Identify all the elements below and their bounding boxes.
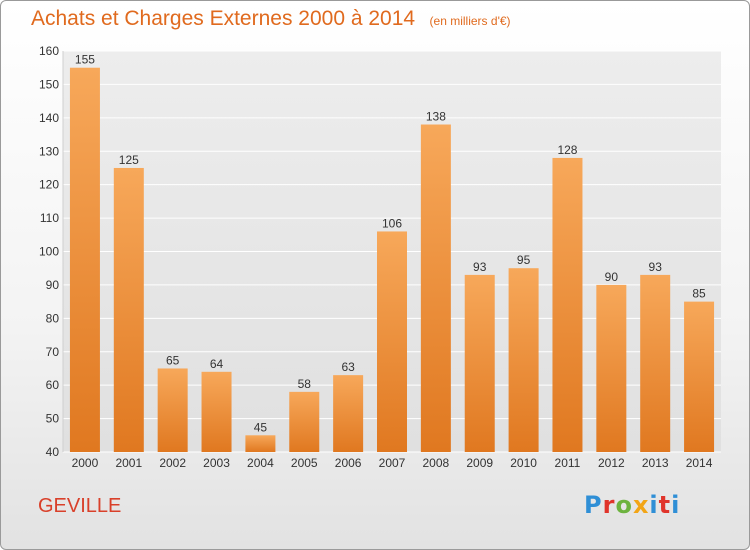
y-tick-label: 70 (46, 345, 60, 359)
x-tick-label: 2007 (379, 456, 406, 470)
x-tick-label: 2004 (247, 456, 274, 470)
chart-title: Achats et Charges Externes 2000 à 2014 (31, 7, 416, 30)
value-label: 45 (254, 420, 268, 434)
bar (289, 391, 320, 452)
y-tick-label: 50 (46, 412, 60, 426)
x-tick-label: 2002 (159, 456, 186, 470)
logo-letter: o (615, 491, 633, 519)
y-tick-label: 160 (39, 44, 59, 58)
bar (157, 368, 188, 452)
value-label: 90 (605, 270, 619, 284)
bar (552, 157, 583, 452)
bar (508, 268, 539, 452)
x-tick-label: 2001 (115, 456, 142, 470)
bar (201, 371, 232, 452)
bar (377, 231, 407, 452)
x-tick-label: 2009 (466, 456, 493, 470)
x-tick-label: 2003 (203, 456, 230, 470)
value-label: 125 (119, 153, 139, 167)
bar (596, 284, 627, 452)
y-tick-label: 150 (39, 77, 59, 91)
logo-letter: i (671, 491, 681, 519)
y-tick-label: 40 (46, 445, 60, 459)
value-label: 106 (382, 216, 402, 230)
value-label: 63 (341, 360, 355, 374)
x-tick-label: 2008 (423, 456, 450, 470)
bar (640, 274, 671, 452)
logo-letter: r (602, 491, 616, 519)
x-tick-label: 2014 (686, 456, 713, 470)
value-labels: 155 125 65 64 45 58 63 106 138 93 95 128 90 93 85 (75, 53, 706, 435)
value-label: 128 (557, 143, 577, 157)
bar (333, 375, 364, 452)
x-tick-label: 2012 (598, 456, 625, 470)
value-label: 155 (75, 53, 95, 67)
value-label: 138 (426, 110, 446, 124)
bar (420, 124, 451, 453)
y-tick-label: 100 (39, 245, 59, 259)
y-axis-labels: 40 50 60 70 80 90 100 110 120 130 140 150 160 (39, 44, 59, 459)
logo-letter: P (584, 491, 603, 519)
logo-letter: x (632, 491, 650, 519)
y-tick-label: 90 (46, 278, 60, 292)
chart-subtitle: (en milliers d'€) (429, 14, 511, 28)
y-tick-label: 120 (39, 178, 59, 192)
y-tick-label: 80 (46, 311, 60, 325)
x-tick-label: 2010 (510, 456, 537, 470)
x-tick-label: 2011 (555, 456, 581, 470)
x-tick-label: 2013 (642, 456, 669, 470)
title-line: Achats et Charges Externes 2000 à 2014 (… (31, 7, 511, 31)
value-label: 93 (649, 260, 663, 274)
bars (69, 67, 715, 453)
y-tick-label: 140 (39, 111, 59, 125)
y-tick-label: 60 (46, 378, 60, 392)
proxiti-logo: Proxiti (584, 491, 680, 519)
bar (464, 274, 495, 452)
y-tick-label: 110 (40, 211, 59, 225)
bar (245, 435, 276, 452)
bar (113, 167, 144, 453)
x-tick-label: 2005 (291, 456, 318, 470)
y-tick-label: 130 (39, 144, 59, 158)
value-label: 95 (517, 253, 531, 267)
value-label: 85 (692, 287, 706, 301)
bar (69, 67, 100, 452)
value-label: 58 (298, 377, 312, 391)
value-label: 93 (473, 260, 487, 274)
x-tick-label: 2000 (72, 456, 99, 470)
bar (684, 301, 715, 452)
logo-letter: i (649, 491, 659, 519)
place-label: GEVILLE (38, 495, 122, 517)
logo-letter: t (658, 491, 672, 519)
x-axis-labels: 2000 2001 2002 2003 2004 2005 2006 2007 2008 2009… (72, 456, 713, 470)
value-label: 64 (210, 357, 224, 371)
value-label: 65 (166, 353, 180, 367)
x-tick-label: 2006 (335, 456, 362, 470)
